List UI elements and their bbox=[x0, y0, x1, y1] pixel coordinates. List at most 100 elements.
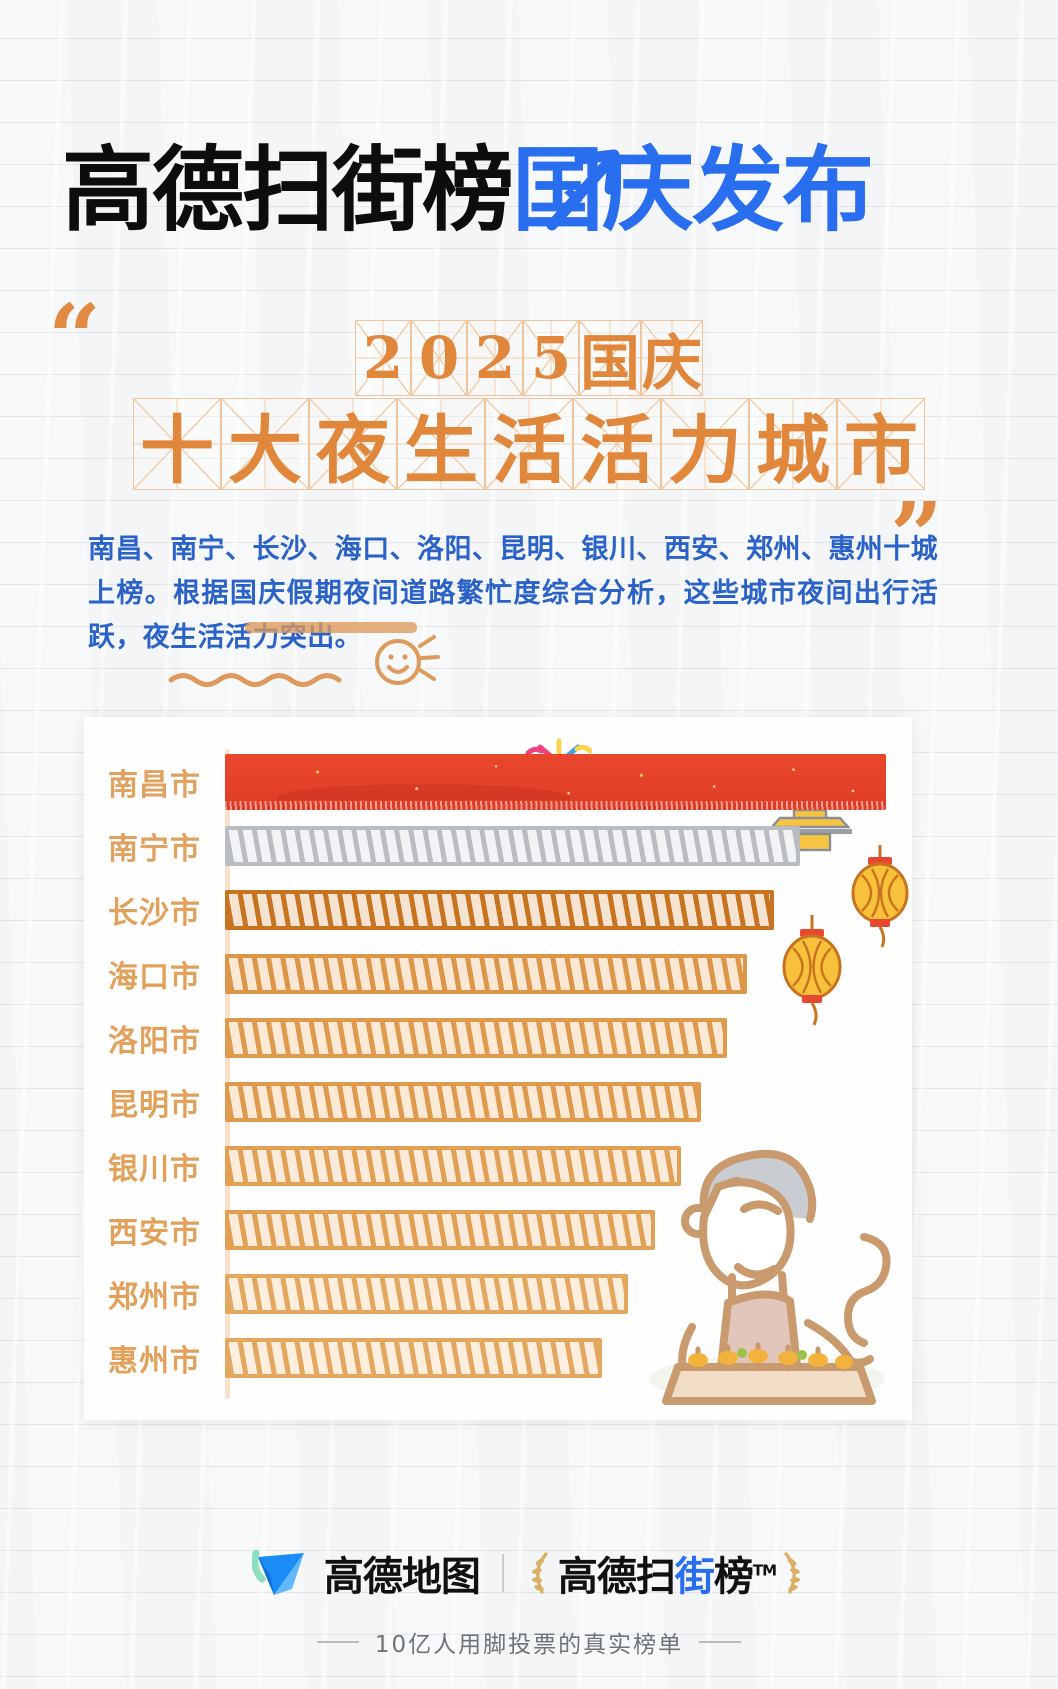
bar-chart-row: 郑州市 bbox=[84, 1263, 912, 1325]
page-title-black: 高德扫街榜 bbox=[62, 137, 514, 244]
footer-tagline-row: 10亿人用脚投票的真实榜单 bbox=[0, 1625, 1058, 1659]
bar-row-label: 海口市 bbox=[108, 960, 201, 995]
footer: 高德地图 高德扫街榜TM 10亿人用脚投票的真实榜单 bbox=[0, 1545, 1058, 1659]
bar-row-label: 郑州市 bbox=[108, 1280, 201, 1315]
page-title-blue: 国庆发布 bbox=[512, 137, 874, 244]
bar-row-label: 银川市 bbox=[108, 1152, 201, 1187]
bar-track bbox=[225, 1007, 912, 1069]
brand-saojiebang-label: 高德扫街榜TM bbox=[557, 1544, 777, 1602]
bar-track bbox=[225, 1327, 912, 1389]
bar-track bbox=[225, 943, 912, 1005]
page-title: 高德扫街榜国庆发布 bbox=[62, 143, 1002, 239]
subtitle-char: 2 bbox=[474, 324, 516, 392]
subtitle-cell: 0 bbox=[411, 320, 467, 396]
subtitle-char: 生 bbox=[404, 407, 478, 494]
subtitle-char: 大 bbox=[228, 407, 302, 494]
bar-长沙市 bbox=[225, 890, 774, 930]
bar-track bbox=[225, 1199, 912, 1261]
bar-chart-row: 洛阳市 bbox=[84, 1007, 912, 1069]
subtitle-cell: 庆 bbox=[641, 320, 703, 399]
bar-chart-row: 西安市 bbox=[84, 1199, 912, 1261]
subtitle-char: 国 bbox=[580, 328, 640, 399]
subtitle-char: 活 bbox=[492, 407, 566, 494]
bar-track bbox=[225, 1071, 912, 1133]
subtitle-cell: 国 bbox=[579, 320, 641, 399]
subtitle-char: 夜 bbox=[316, 407, 390, 494]
subtitle-char: 十 bbox=[140, 407, 214, 494]
description-paragraph: 南昌、南宁、长沙、海口、洛阳、昆明、银川、西安、郑州、惠州十城上榜。根据国庆假期… bbox=[88, 534, 938, 653]
subtitle-cell: 市 bbox=[837, 398, 925, 494]
brand-saojiebang-blue: 街 bbox=[674, 1554, 715, 1600]
bar-row-label: 西安市 bbox=[108, 1216, 201, 1251]
bar-chart-row: 南宁市 bbox=[84, 815, 912, 877]
squiggle-underline-icon bbox=[168, 673, 342, 687]
subtitle-line-2: 十 大 夜 生 活 活 力 城 市 bbox=[0, 398, 1058, 494]
footer-tagline: 10亿人用脚投票的真实榜单 bbox=[374, 1632, 684, 1658]
bar-洛阳市 bbox=[225, 1018, 727, 1058]
bar-chart-row: 银川市 bbox=[84, 1135, 912, 1197]
bar-chart-row: 南昌市 bbox=[84, 751, 912, 813]
tagline-dash-left bbox=[316, 1641, 359, 1643]
bar-track bbox=[225, 1135, 912, 1197]
bar-row-label: 南昌市 bbox=[108, 768, 201, 803]
subtitle-cell: 2 bbox=[355, 320, 411, 396]
bar-南宁市 bbox=[225, 826, 800, 866]
subtitle-cell: 夜 bbox=[309, 398, 397, 494]
bar-row-label: 南宁市 bbox=[108, 832, 201, 867]
quote-open-mark: “ bbox=[48, 284, 101, 392]
chart-axis-line bbox=[225, 749, 230, 1399]
subtitle-cell: 2 bbox=[467, 320, 523, 396]
bar-grass-decor bbox=[225, 801, 886, 810]
subtitle-cell: 十 bbox=[133, 398, 221, 494]
smiley-face-icon bbox=[375, 635, 440, 685]
quote-close-mark: ” bbox=[890, 482, 943, 590]
subtitle-cell: 生 bbox=[397, 398, 485, 494]
amap-paper-plane-icon bbox=[251, 1549, 304, 1595]
subtitle-char: 0 bbox=[418, 324, 460, 392]
bar-昆明市 bbox=[225, 1082, 701, 1122]
bar-track bbox=[225, 751, 912, 813]
subtitle-char: 城 bbox=[756, 407, 830, 494]
bar-chart-row: 昆明市 bbox=[84, 1071, 912, 1133]
subtitle-cell: 大 bbox=[221, 398, 309, 494]
bar-chart-row: 长沙市 bbox=[84, 879, 912, 941]
highlight-underline bbox=[245, 622, 417, 633]
bar-row-label: 洛阳市 bbox=[108, 1024, 201, 1059]
subtitle-line-1: 2 0 2 5 国 庆 bbox=[0, 320, 1058, 399]
subtitle-cell: 5 bbox=[523, 320, 579, 396]
bar-惠州市 bbox=[225, 1338, 602, 1378]
bar-track bbox=[225, 815, 912, 877]
bar-郑州市 bbox=[225, 1274, 628, 1314]
subtitle-cell: 活 bbox=[573, 398, 661, 494]
bar-track bbox=[225, 1263, 912, 1325]
laurel-wreath-icon bbox=[784, 1552, 801, 1594]
subtitle-cell: 城 bbox=[749, 398, 837, 494]
subtitle-char: 5 bbox=[530, 324, 572, 392]
brand-saojiebang-black2: 榜 bbox=[713, 1554, 754, 1600]
bar-row-label: 长沙市 bbox=[108, 896, 201, 931]
subtitle-char: 市 bbox=[844, 407, 918, 494]
brand-row: 高德地图 高德扫街榜TM bbox=[0, 1545, 1058, 1601]
bar-银川市 bbox=[225, 1146, 681, 1186]
bar-海口市 bbox=[225, 954, 747, 994]
bar-chart-card: 南昌市南宁市长沙市海口市洛阳市昆明市银川市西安市郑州市惠州市 bbox=[84, 717, 912, 1420]
subtitle-cell: 活 bbox=[485, 398, 573, 494]
bar-sparks-decor bbox=[225, 754, 886, 810]
bar-track bbox=[225, 879, 912, 941]
subtitle-char: 力 bbox=[668, 407, 742, 494]
subtitle-char: 活 bbox=[580, 407, 654, 494]
bar-row-label: 昆明市 bbox=[108, 1088, 201, 1123]
laurel-wreath-icon bbox=[531, 1552, 548, 1594]
brand-amap-label: 高德地图 bbox=[323, 1554, 481, 1600]
subtitle-char: 2 bbox=[362, 324, 404, 392]
bar-chart-row: 海口市 bbox=[84, 943, 912, 1005]
brand-divider bbox=[501, 1554, 504, 1592]
bar-南昌市 bbox=[225, 754, 886, 810]
bar-row-label: 惠州市 bbox=[108, 1344, 201, 1379]
tagline-dash-right bbox=[699, 1641, 742, 1643]
bar-chart-row: 惠州市 bbox=[84, 1327, 912, 1389]
subtitle-char: 庆 bbox=[642, 328, 702, 399]
brand-saojiebang-black: 高德扫 bbox=[557, 1554, 676, 1600]
trademark-mark: TM bbox=[752, 1561, 777, 1580]
subtitle-cell: 力 bbox=[661, 398, 749, 494]
